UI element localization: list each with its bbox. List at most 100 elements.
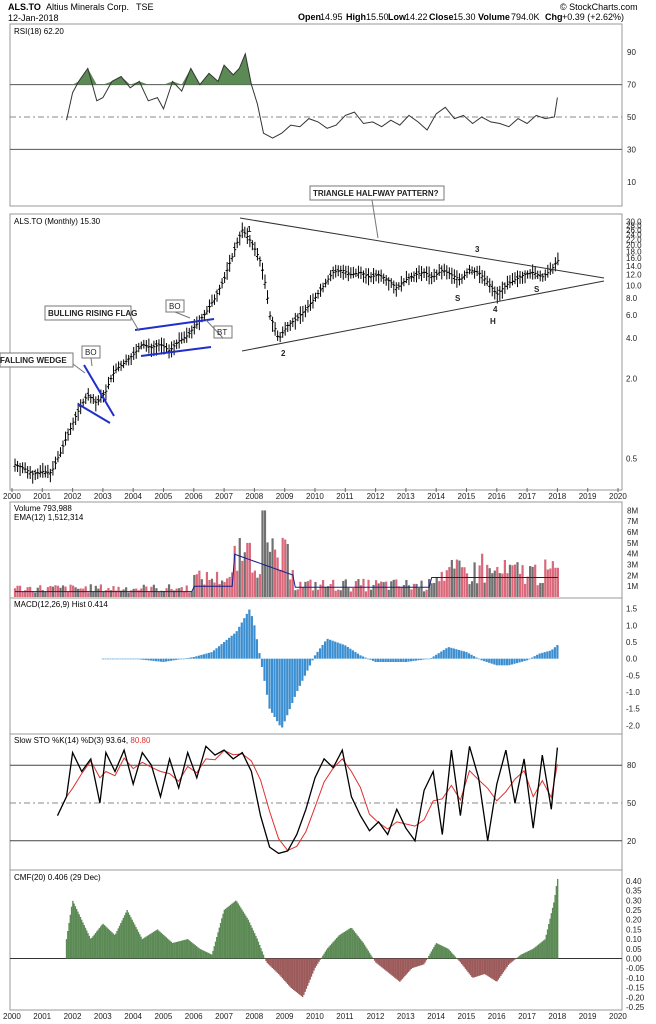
cmf-bar [213,946,215,959]
macd-hist-bar [369,658,372,660]
cmf-bar [165,937,167,959]
cmf-bar [390,958,392,975]
cmf-bar [527,950,530,959]
volume-bar [503,559,506,597]
price-tick-label: 14.0 [626,262,642,271]
cmf-bar [274,958,276,971]
macd-tick-label: 0.5 [626,638,638,647]
cmf-bar [158,930,160,959]
wedge-callout-box [0,352,74,368]
cmf-bar [238,905,241,959]
macd-hist-bar [392,658,395,662]
bt-callout-label: BT [217,328,227,337]
macd-hist-bar [339,643,342,659]
macd-hist-bar [425,658,428,660]
cmf-bar [420,958,423,966]
macd-hist-bar [258,653,261,659]
macd-hist-bar [111,658,115,660]
cmf-bar [295,958,298,993]
price-x-tick-label: 2017 [518,492,536,501]
cmf-tick-label: 0.20 [626,916,642,925]
macd-hist-bar [167,658,170,662]
volume-bar [491,573,494,597]
cmf-bar [329,945,332,959]
cmf-bar [463,958,465,968]
cmf-tick-label: -0.05 [626,964,645,973]
macd-hist-bar [276,658,279,722]
volume-bar [89,584,92,597]
volume-bar [155,588,158,597]
cmf-bar [549,918,551,959]
cmf-bar [308,958,310,983]
volume-bar [251,572,254,597]
cmf-bar [440,945,443,959]
price-x-tick-label: 2008 [245,492,263,501]
macd-hist-bar [478,658,481,660]
cmf-bar [233,901,236,959]
cmf-bar [378,958,381,966]
volume-bar [327,586,330,597]
cmf-bar [70,906,73,959]
macd-hist-bar [427,658,430,660]
cmf-x-tick-label: 2001 [33,1012,51,1021]
cmf-bar [175,942,178,959]
cmf-bar [209,953,212,959]
cmf-bar [338,935,340,959]
volume-bar [296,589,299,597]
volume-bar [428,578,431,597]
volume-bar [417,588,421,597]
cmf-bar [116,931,118,959]
cmf-bar [255,935,257,959]
cmf-chart: -0.25-0.20-0.15-0.10-0.050.000.050.100.1… [3,877,645,1021]
cmf-x-tick-label: 2013 [397,1012,415,1021]
volume-bar [488,568,491,597]
left-shoulder-label: S [455,294,461,303]
macd-hist-bar [109,658,112,660]
cmf-bar [272,958,275,970]
price-tick-label: 22.0 [626,236,642,245]
macd-hist-bar [228,637,231,659]
cmf-bar [305,958,308,989]
cmf-bar [473,958,476,978]
volume-bar [460,567,464,597]
volume-bar [44,591,47,597]
volume-bar [263,510,267,597]
macd-hist-bar [195,656,198,659]
cmf-bar [257,941,260,959]
cmf-bar [531,949,534,959]
volume-bar [321,580,325,597]
volume-bar [266,542,269,597]
volume-bar [407,585,411,597]
cmf-x-tick-label: 2018 [548,1012,566,1021]
volume-bar [210,578,214,597]
macd-hist-bar [104,658,107,660]
rsi-line [66,52,558,139]
cmf-bar [548,923,550,959]
cmf-bar [519,955,521,959]
macd-hist-bar [220,644,223,659]
macd-hist-bar [389,658,392,662]
cmf-bar [309,958,311,980]
cmf-bar [556,878,559,959]
volume-bar [390,581,393,597]
cmf-bar [319,958,322,960]
cmf-bar [400,958,402,981]
cmf-bar [375,958,377,963]
price-x-tick-label: 2011 [336,492,354,501]
cmf-bar [150,933,152,959]
cmf-bar [156,929,159,959]
cmf-bar [344,931,347,959]
cmf-bar [247,919,250,959]
volume-bar [198,570,201,597]
cmf-bar [154,931,156,959]
cmf-x-tick-label: 2017 [518,1012,536,1021]
ema-legend: EMA(12) 1,512,314 [14,513,84,522]
bt-callout-pointer [205,319,224,339]
cmf-bar [487,958,489,977]
volume-tick-label: 4M [627,550,638,559]
cmf-bar [178,941,180,959]
volume-bar [526,576,529,597]
cmf-bar [89,938,92,959]
volume-bar [380,581,383,597]
volume-bar [316,589,320,597]
